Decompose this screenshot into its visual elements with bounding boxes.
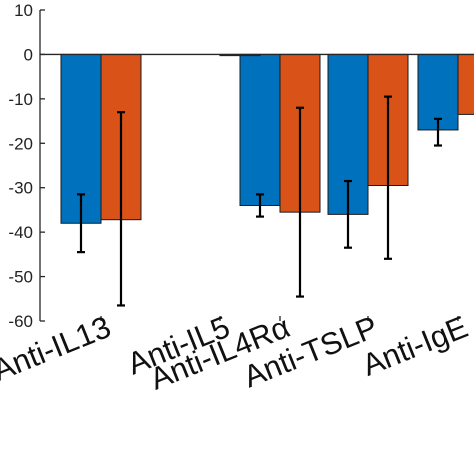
error-bar-s1-anti-ige [434,117,442,147]
error-bar-s1-anti-tslp [344,179,352,249]
y-tick-label: 10 [14,1,33,20]
y-tick-label: -40 [8,223,33,242]
y-tick-label: 0 [24,45,33,64]
error-bars-layer [77,95,442,307]
y-tick-label: -30 [8,179,33,198]
bar-s1-anti-il4r- [239,53,281,206]
y-tick-label: -10 [8,90,33,109]
axes-layer [39,9,474,322]
bar-s2-anti-ige [457,53,474,115]
error-bar-s1-anti-il13 [77,193,85,254]
bars-layer [60,53,474,224]
y-tick-label: -50 [8,268,33,287]
error-bar-s2-anti-tslp [384,95,392,260]
x-category-label: Anti-IgE [357,309,472,383]
error-bar-s1-anti-il4r- [256,193,264,218]
y-tick-label: -60 [8,312,33,331]
error-bar-s2-anti-il4r- [296,106,304,298]
error-bar-s2-anti-il13 [117,111,125,307]
y-tick-label: -20 [8,134,33,153]
